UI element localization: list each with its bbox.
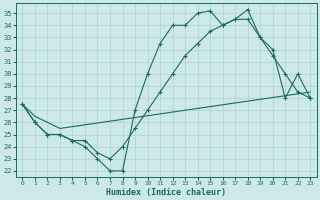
X-axis label: Humidex (Indice chaleur): Humidex (Indice chaleur) (106, 188, 226, 197)
